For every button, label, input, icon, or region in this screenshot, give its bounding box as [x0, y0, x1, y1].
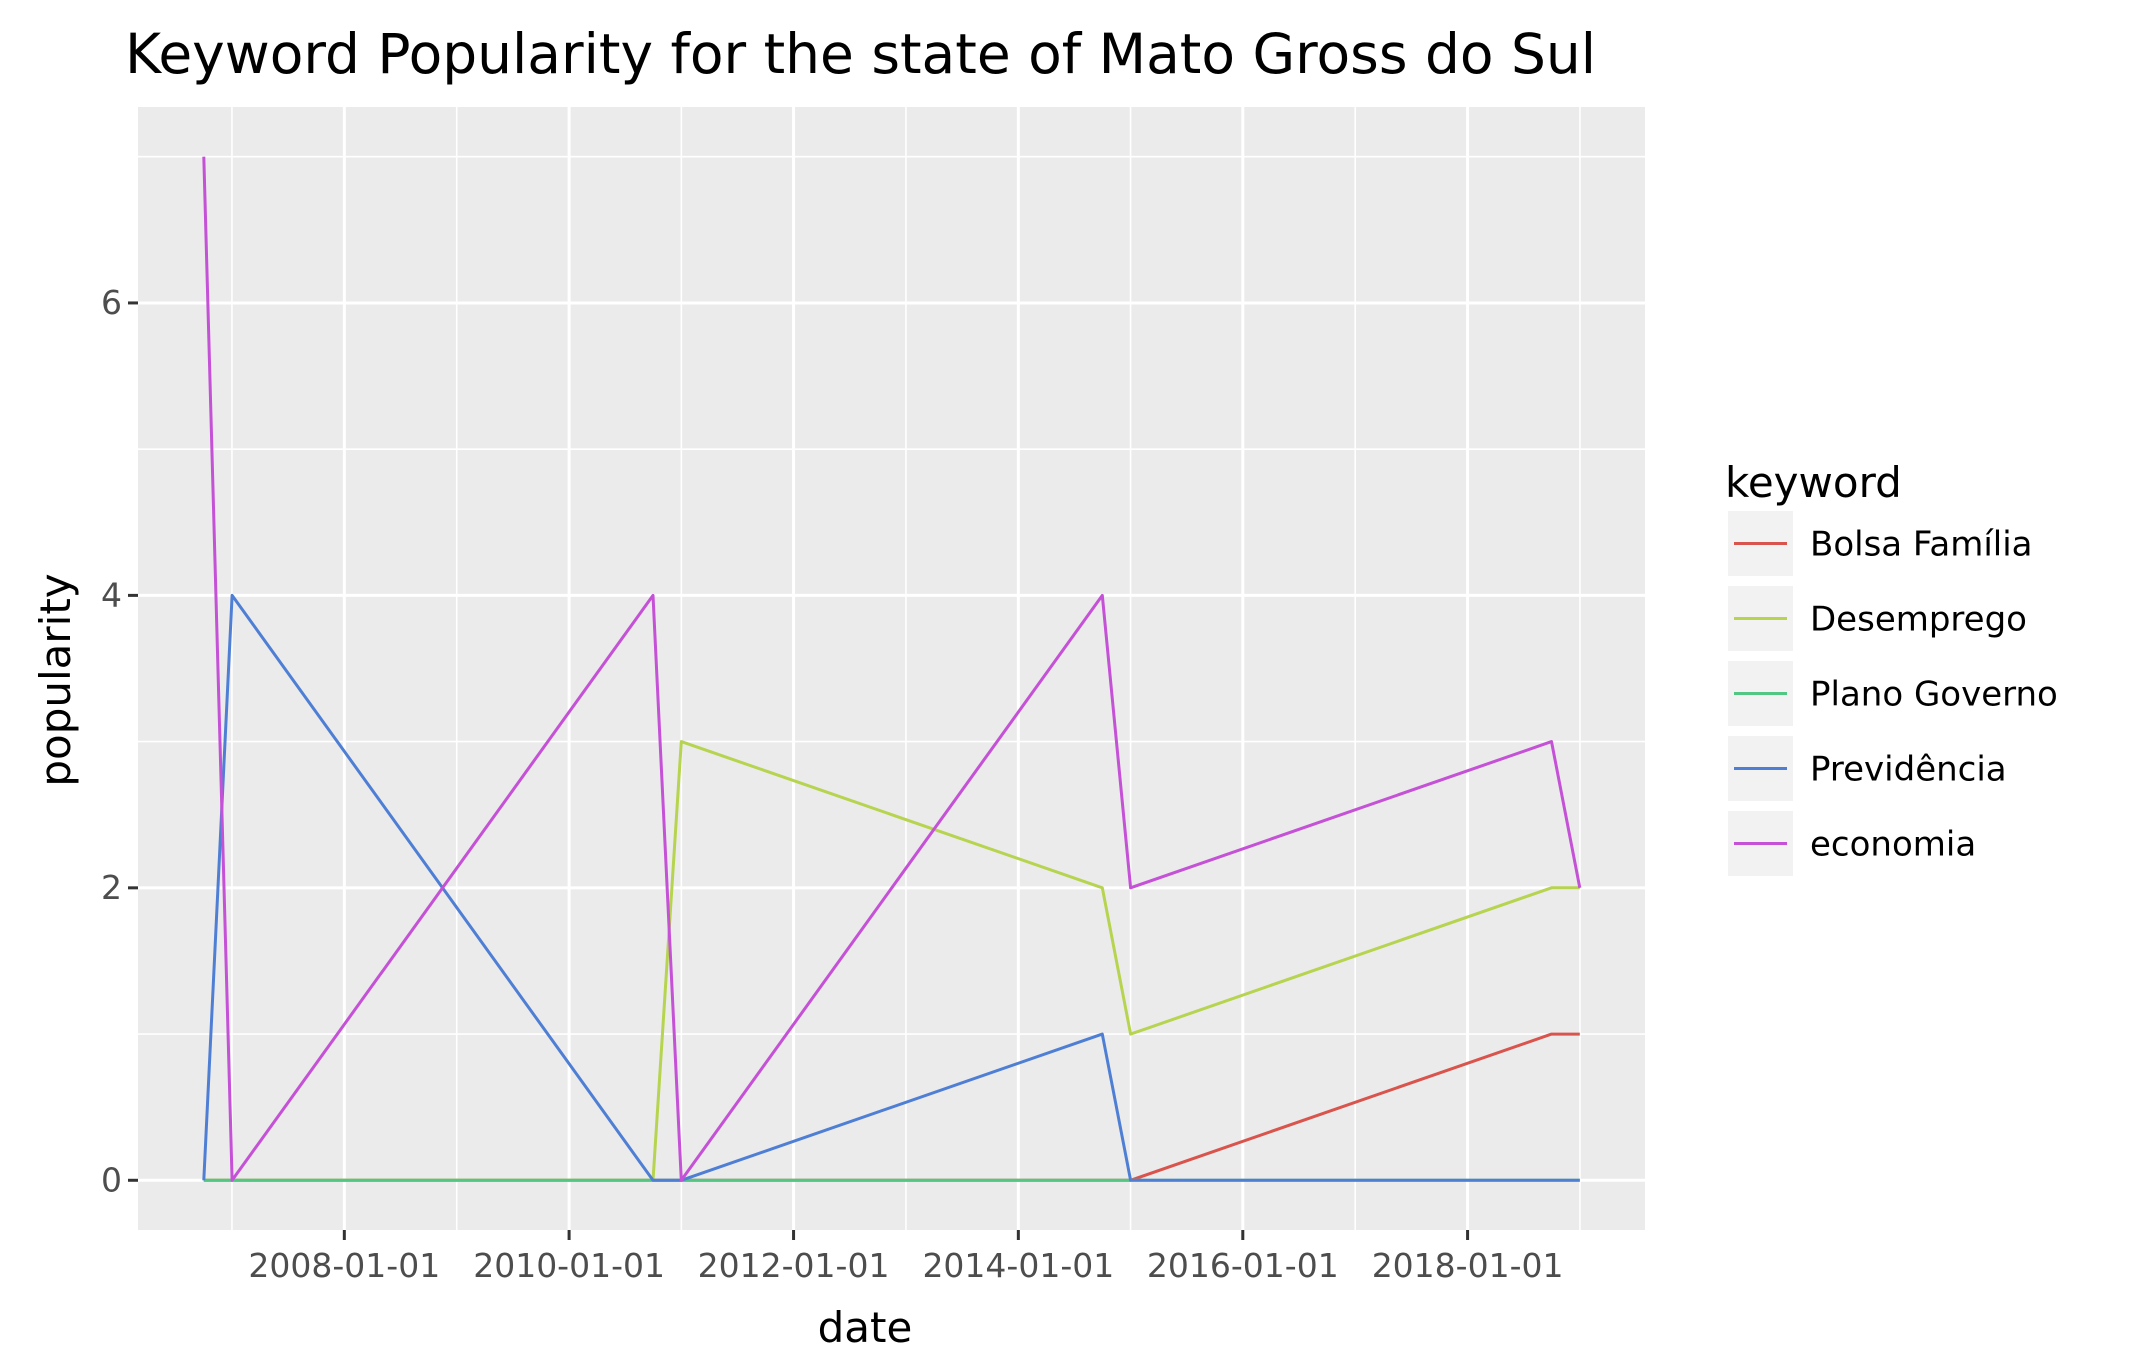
- y-tick-label: 6: [101, 283, 122, 322]
- x-tick-label: 2016-01-01: [1147, 1246, 1339, 1285]
- legend: keyword Bolsa Família Desemprego Plano Gov…: [1725, 458, 2058, 876]
- y-tick-label: 0: [101, 1160, 122, 1199]
- series-line-economia: [202, 156, 1582, 1182]
- series-line-previd-ncia: [202, 593, 1580, 1182]
- chart-title: Keyword Popularity for the state of Mato…: [125, 22, 1596, 86]
- x-tick-label: 2008-01-01: [248, 1246, 440, 1285]
- legend-label: Previdência: [1810, 750, 2007, 790]
- legend-label: economia: [1810, 825, 1976, 865]
- legend-label: Plano Governo: [1810, 675, 2058, 715]
- x-tick-label: 2012-01-01: [698, 1246, 890, 1285]
- minor-gridlines: [138, 107, 1645, 1230]
- x-axis-title: date: [818, 1303, 913, 1352]
- x-axis: 2008-01-01 2010-01-01 2012-01-01 2014-01-01…: [248, 1230, 1563, 1285]
- y-axis: 0 2 4 6: [101, 283, 138, 1199]
- legend-label: Bolsa Família: [1810, 525, 2033, 565]
- legend-label: Desemprego: [1810, 600, 2027, 640]
- x-tick-label: 2014-01-01: [922, 1246, 1114, 1285]
- x-tick-label: 2010-01-01: [473, 1246, 665, 1285]
- plot-panel: [138, 107, 1645, 1230]
- y-axis-title: popularity: [31, 573, 80, 786]
- x-tick-label: 2018-01-01: [1372, 1246, 1564, 1285]
- y-tick-label: 4: [101, 575, 122, 614]
- legend-title: keyword: [1725, 458, 1902, 507]
- y-tick-label: 2: [101, 868, 122, 907]
- series-lines: [202, 156, 1582, 1182]
